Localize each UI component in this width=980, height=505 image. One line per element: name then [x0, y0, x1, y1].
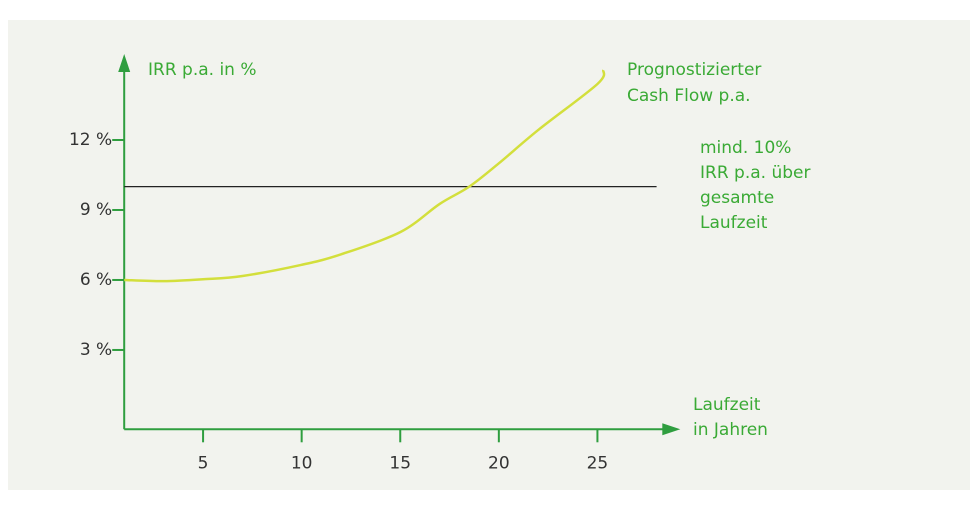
y-tick-label: 6 % — [80, 270, 112, 290]
x-tick-label: 5 — [198, 453, 209, 473]
curve — [124, 69, 606, 283]
y-tick-label: 9 % — [80, 200, 112, 220]
y-tick-label: 3 % — [80, 340, 112, 360]
y-axis-label: IRR p.a. in % — [148, 60, 257, 80]
x-tick-label: 10 — [291, 453, 313, 473]
x-axis-label: in Jahren — [693, 420, 768, 440]
curve-label: Prognostizierter — [627, 60, 761, 80]
reference-label: gesamte — [700, 188, 774, 208]
x-axis-label: Laufzeit — [693, 395, 761, 415]
y-axis-arrow — [118, 54, 131, 72]
x-tick-label: 20 — [488, 453, 510, 473]
curve-label: Cash Flow p.a. — [627, 86, 751, 106]
x-tick-label: 25 — [587, 453, 609, 473]
reference-label: mind. 10% — [700, 138, 791, 158]
reference-label: Laufzeit — [700, 213, 768, 233]
x-tick-label: 15 — [389, 453, 411, 473]
panel — [8, 20, 970, 490]
reference-label: IRR p.a. über — [700, 163, 810, 183]
y-tick-label: 12 % — [69, 130, 112, 150]
x-axis-arrow — [662, 423, 681, 436]
